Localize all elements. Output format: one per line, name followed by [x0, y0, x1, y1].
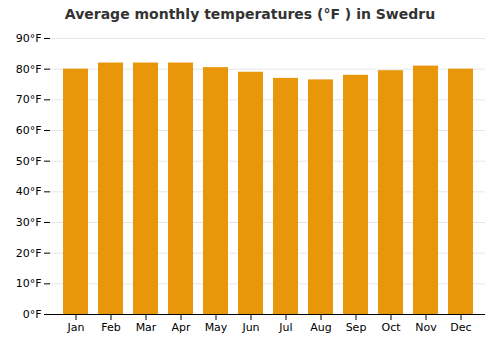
svg-text:30°F: 30°F [16, 216, 42, 229]
svg-text:Jan: Jan [67, 321, 85, 334]
svg-text:Aug: Aug [310, 321, 331, 334]
svg-text:Feb: Feb [101, 321, 120, 334]
svg-text:20°F: 20°F [16, 247, 42, 260]
svg-text:Dec: Dec [450, 321, 471, 334]
svg-text:40°F: 40°F [16, 185, 42, 198]
svg-text:0°F: 0°F [23, 308, 42, 321]
html-text:Average monthly temperatures (: Average monthly temperatures (°F ) in Sw… [64, 6, 436, 22]
svg-text:70°F: 70°F [16, 93, 42, 106]
svg-text:Sep: Sep [346, 321, 367, 334]
svg-text:80°F: 80°F [16, 63, 42, 76]
svg-text:Jun: Jun [241, 321, 259, 334]
svg-text:Apr: Apr [171, 321, 191, 334]
svg-text:May: May [205, 321, 228, 334]
svg-text:Oct: Oct [381, 321, 401, 334]
svg-text:60°F: 60°F [16, 124, 42, 137]
svg-text:50°F: 50°F [16, 155, 42, 168]
svg-text:Nov: Nov [415, 321, 437, 334]
svg-text:10°F: 10°F [16, 277, 42, 290]
svg-text:90°F: 90°F [16, 32, 42, 45]
svg-text:Jul: Jul [278, 321, 292, 334]
svg-text:Mar: Mar [136, 321, 157, 334]
